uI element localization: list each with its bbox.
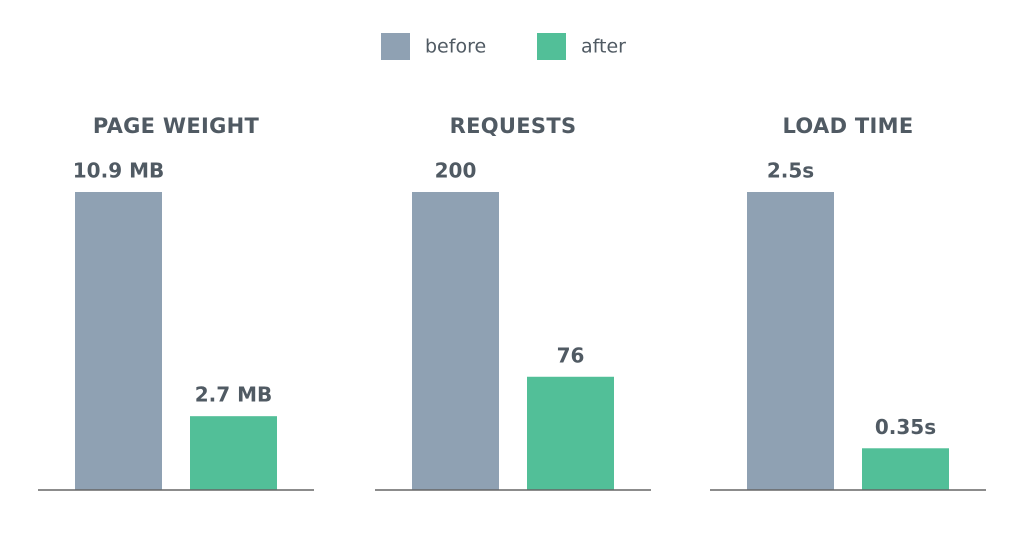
chart-title: PAGE WEIGHT	[93, 114, 260, 138]
data-label: 2.7 MB	[195, 383, 273, 407]
data-label: 200	[435, 159, 477, 183]
legend-label: before	[425, 36, 486, 58]
chart-title: LOAD TIME	[783, 114, 914, 138]
bar	[75, 192, 162, 490]
legend-swatch	[381, 33, 410, 60]
chart-title: REQUESTS	[450, 114, 577, 138]
legend-label: after	[581, 36, 626, 58]
bar	[862, 448, 949, 490]
bar	[190, 416, 277, 490]
data-label: 0.35s	[875, 415, 936, 439]
bar	[747, 192, 834, 490]
data-label: 10.9 MB	[73, 159, 164, 183]
legend-swatch	[537, 33, 566, 60]
data-label: 76	[557, 343, 585, 367]
bar	[412, 192, 499, 490]
bar	[527, 376, 614, 490]
data-label: 2.5s	[767, 159, 814, 183]
